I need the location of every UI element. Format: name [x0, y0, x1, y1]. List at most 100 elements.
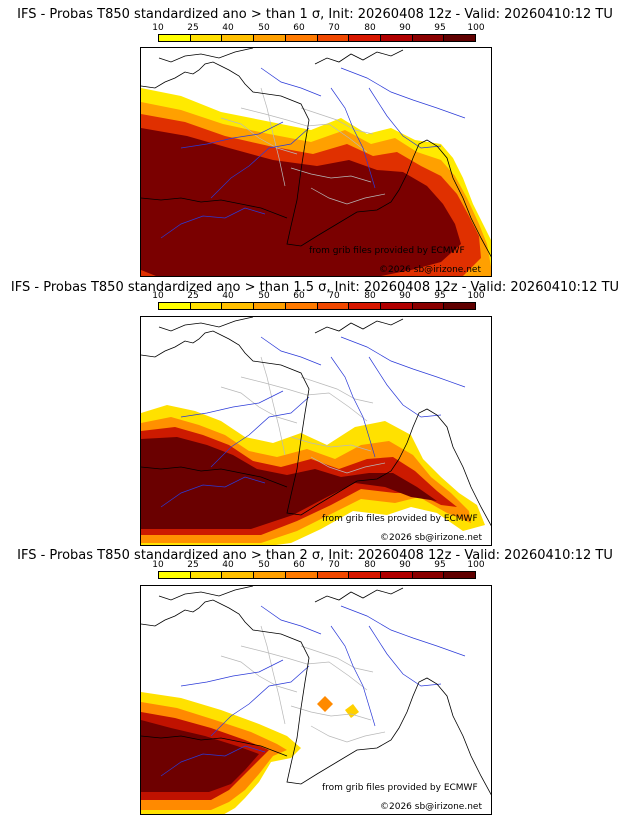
colorbar-swatch: [444, 35, 476, 41]
admin-border: [240, 376, 368, 422]
colorbar-tick-label: 100: [467, 23, 485, 33]
coastline: [314, 49, 404, 65]
panel-2-colorbar: 10 25 40 50 60 70 80 90 95 100: [152, 291, 485, 312]
colorbar-tick-label: 25: [187, 560, 199, 570]
colorbar-swatch: [412, 572, 445, 578]
colorbar-tick-labels: 10 25 40 50 60 70 80 90 95 100: [152, 560, 484, 571]
colorbar-swatch: [159, 303, 191, 309]
panel-3-title: IFS - Probas T850 standardized ano > tha…: [17, 548, 613, 563]
river: [368, 356, 442, 418]
river: [330, 356, 376, 458]
coastline: [314, 318, 404, 334]
colorbar-tick-label: 40: [222, 23, 234, 33]
coastline: [141, 599, 491, 796]
colorbar-tick-labels: 10 25 40 50 60 70 80 90 95 100: [152, 291, 484, 302]
admin-border: [310, 456, 386, 474]
river: [330, 625, 376, 727]
colorbar-tick-label: 95: [434, 560, 446, 570]
colorbar-swatch: [190, 572, 223, 578]
probability-contour: [141, 128, 461, 276]
colorbar-swatch: [254, 572, 286, 578]
river: [260, 605, 322, 635]
colorbar-tick-label: 25: [187, 23, 199, 33]
colorbar-tick-label: 95: [434, 23, 446, 33]
probability-contour: [317, 696, 333, 712]
admin-border: [290, 167, 372, 183]
panel-3-colorbar: 10 25 40 50 60 70 80 90 95 100: [152, 560, 485, 581]
colorbar-swatch: [190, 303, 223, 309]
colorbar-swatch: [444, 303, 476, 309]
panel-1-map-canvas: [141, 48, 491, 276]
river: [340, 67, 466, 119]
panel-1-credit-copyright: ©2026 sb@irizone.net: [379, 265, 481, 275]
panel-1-map: from grib files provided by ECMWF ©2026 …: [140, 47, 492, 277]
colorbar-swatches: [158, 34, 476, 42]
colorbar-tick-label: 70: [328, 23, 340, 33]
panel-1-colorbar: 10 25 40 50 60 70 80 90 95 100: [152, 23, 485, 44]
colorbar-swatch: [317, 35, 350, 41]
river: [180, 390, 284, 418]
probability-contour: [141, 720, 259, 792]
colorbar-tick-label: 100: [467, 291, 485, 301]
panel-1-title: IFS - Probas T850 standardized ano > tha…: [17, 7, 613, 22]
admin-border: [300, 376, 374, 404]
panel-3-map: from grib files provided by ECMWF ©2026 …: [140, 585, 492, 815]
colorbar-swatches: [158, 571, 476, 579]
coastline: [314, 587, 404, 603]
colorbar-swatch: [380, 303, 413, 309]
colorbar-swatch: [222, 303, 255, 309]
colorbar-swatch: [317, 303, 350, 309]
admin-border: [310, 725, 386, 743]
colorbar-tick-label: 80: [364, 560, 376, 570]
colorbar-swatch: [317, 572, 350, 578]
colorbar-swatch: [159, 35, 191, 41]
colorbar-swatch: [285, 303, 318, 309]
river: [340, 605, 466, 657]
colorbar-tick-label: 40: [222, 560, 234, 570]
colorbar-tick-label: 100: [467, 560, 485, 570]
panel-2-map-canvas: [141, 317, 491, 545]
river: [180, 659, 284, 687]
colorbar-tick-labels: 10 25 40 50 60 70 80 90 95 100: [152, 23, 484, 34]
panel-2-credit-source: from grib files provided by ECMWF: [322, 514, 478, 524]
colorbar-swatch: [285, 35, 318, 41]
admin-border: [260, 625, 286, 725]
colorbar-tick-label: 80: [364, 23, 376, 33]
river: [160, 207, 266, 239]
admin-border: [300, 107, 374, 135]
admin-border: [240, 645, 368, 691]
colorbar-tick-label: 10: [152, 560, 164, 570]
admin-border: [260, 87, 286, 187]
panel-2-credit-copyright: ©2026 sb@irizone.net: [380, 533, 482, 543]
colorbar-swatch: [222, 35, 255, 41]
colorbar-swatch: [380, 572, 413, 578]
colorbar-tick-label: 10: [152, 23, 164, 33]
panel-3-credit-source: from grib files provided by ECMWF: [322, 783, 478, 793]
probability-contour: [141, 437, 437, 529]
colorbar-swatch: [349, 303, 381, 309]
river: [368, 87, 442, 149]
colorbar-tick-label: 80: [364, 291, 376, 301]
river: [160, 476, 266, 508]
admin-border: [220, 117, 298, 155]
colorbar-swatch: [349, 572, 381, 578]
river: [210, 127, 310, 199]
coastline: [158, 317, 254, 332]
river: [368, 625, 442, 687]
coastline: [141, 197, 288, 219]
colorbar-tick-label: 50: [258, 23, 270, 33]
colorbar-swatch: [254, 303, 286, 309]
panel-2-map: from grib files provided by ECMWF ©2026 …: [140, 316, 492, 546]
river: [210, 396, 310, 468]
colorbar-tick-label: 90: [399, 23, 411, 33]
river: [160, 745, 266, 777]
coastline: [158, 586, 254, 601]
colorbar-swatch: [222, 572, 255, 578]
river: [260, 67, 322, 97]
colorbar-swatch: [444, 572, 476, 578]
panel-2-title: IFS - Probas T850 standardized ano > tha…: [10, 280, 620, 295]
coastline: [141, 61, 491, 258]
colorbar-tick-label: 25: [187, 291, 199, 301]
panel-1-credit-source: from grib files provided by ECMWF: [309, 246, 465, 256]
river: [210, 665, 310, 737]
